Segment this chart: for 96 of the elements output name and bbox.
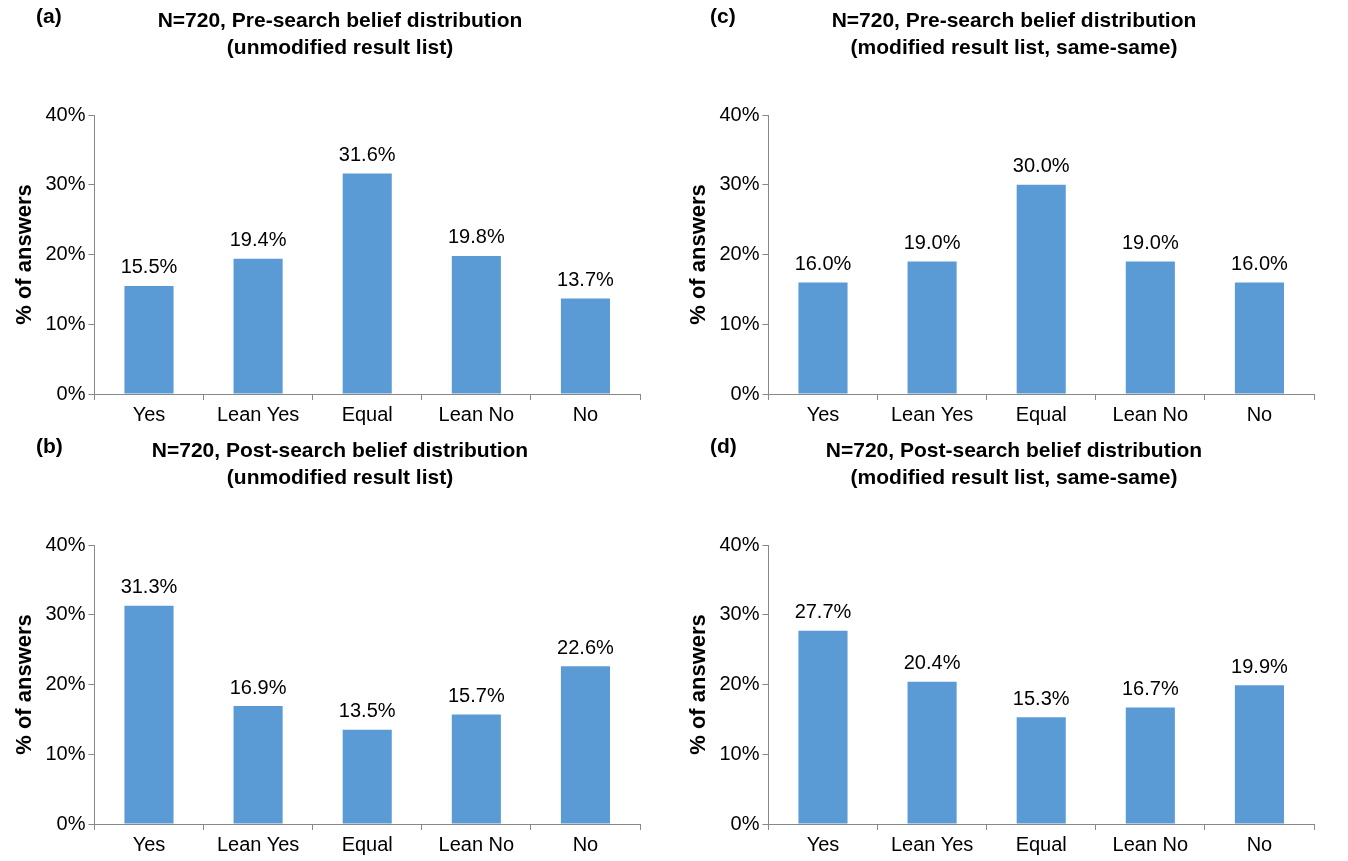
bar bbox=[1016, 184, 1066, 394]
y-tick-label: 40% bbox=[45, 532, 86, 555]
x-tick-label: Yes bbox=[806, 832, 840, 855]
data-label: 19.0% bbox=[1121, 230, 1179, 253]
y-tick-label: 20% bbox=[719, 672, 760, 695]
bar bbox=[907, 261, 957, 394]
data-label: 31.3% bbox=[120, 575, 178, 598]
data-label: 13.5% bbox=[338, 699, 396, 722]
data-label: 20.4% bbox=[903, 651, 961, 674]
data-label: 19.8% bbox=[447, 225, 505, 248]
text: (d) bbox=[710, 434, 737, 458]
data-label: 19.9% bbox=[1231, 654, 1289, 677]
bar bbox=[124, 285, 174, 394]
y-axis-title: % of answers bbox=[685, 614, 711, 755]
x-tick-label: No bbox=[572, 402, 599, 425]
chart-subtitle: (unmodified result list) bbox=[225, 34, 455, 60]
y-tick-label: 0% bbox=[730, 381, 760, 404]
chart-subtitle: (modified result list, same-same) bbox=[849, 464, 1179, 490]
y-axis-title: % of answers bbox=[685, 184, 711, 325]
x-tick-label: No bbox=[1246, 832, 1273, 855]
text: (c) bbox=[710, 4, 736, 28]
bar bbox=[1016, 717, 1066, 824]
x-tick-label: Lean No bbox=[438, 402, 515, 425]
x-tick-label: Lean No bbox=[1112, 402, 1189, 425]
y-tick-label: 20% bbox=[45, 242, 86, 265]
y-axis-title: % of answers bbox=[11, 184, 37, 325]
y-tick-label: 10% bbox=[719, 311, 760, 334]
data-label: 19.0% bbox=[903, 230, 961, 253]
x-tick-label: Equal bbox=[341, 832, 393, 855]
data-label: 15.7% bbox=[447, 684, 505, 707]
y-tick-label: 20% bbox=[45, 672, 86, 695]
y-tick-label: 30% bbox=[45, 172, 86, 195]
chart-title: N=720, Pre-search belief distribution bbox=[830, 7, 1198, 33]
x-tick-label: Lean Yes bbox=[216, 832, 300, 855]
x-tick-label: Lean No bbox=[1112, 832, 1189, 855]
bar bbox=[560, 666, 610, 824]
data-label: 15.5% bbox=[120, 255, 178, 278]
data-label: 19.4% bbox=[229, 228, 287, 251]
y-tick-label: 10% bbox=[45, 311, 86, 334]
x-tick-label: Equal bbox=[341, 402, 393, 425]
bar bbox=[124, 605, 174, 824]
x-tick-label: Lean No bbox=[438, 832, 515, 855]
bar bbox=[1125, 261, 1175, 394]
text: (b) bbox=[36, 434, 63, 458]
y-tick-label: 30% bbox=[719, 602, 760, 625]
y-tick-label: 10% bbox=[45, 741, 86, 764]
bar bbox=[1234, 282, 1284, 394]
y-tick-label: 30% bbox=[45, 602, 86, 625]
y-tick-label: 0% bbox=[730, 811, 760, 834]
y-tick-label: 0% bbox=[56, 811, 86, 834]
bar bbox=[1125, 707, 1175, 824]
x-tick-label: Lean Yes bbox=[890, 832, 974, 855]
y-axis-title: % of answers bbox=[11, 614, 37, 755]
bar bbox=[451, 255, 501, 394]
data-label: 16.7% bbox=[1121, 677, 1179, 700]
data-label: 15.3% bbox=[1012, 686, 1070, 709]
x-tick-label: Lean Yes bbox=[216, 402, 300, 425]
x-tick-label: Equal bbox=[1015, 402, 1067, 425]
x-tick-label: No bbox=[572, 832, 599, 855]
x-tick-label: Equal bbox=[1015, 832, 1067, 855]
data-label: 16.0% bbox=[1231, 251, 1289, 274]
x-tick-label: Lean Yes bbox=[890, 402, 974, 425]
bar bbox=[342, 729, 392, 824]
bar bbox=[233, 258, 283, 394]
bar bbox=[451, 714, 501, 824]
bar bbox=[798, 630, 848, 824]
x-tick-label: Yes bbox=[132, 402, 166, 425]
bar bbox=[798, 282, 848, 394]
chart-subtitle: (modified result list, same-same) bbox=[849, 34, 1179, 60]
data-label: 13.7% bbox=[557, 267, 615, 290]
bar bbox=[560, 298, 610, 394]
y-tick-label: 40% bbox=[45, 102, 86, 125]
y-tick-label: 40% bbox=[719, 532, 760, 555]
chart-title: N=720, Pre-search belief distribution bbox=[156, 7, 524, 33]
data-label: 16.0% bbox=[794, 251, 852, 274]
chart-title: N=720, Post-search belief distribution bbox=[151, 438, 529, 461]
y-tick-label: 10% bbox=[719, 741, 760, 764]
bar bbox=[1234, 685, 1284, 824]
chart-title: N=720, Post-search belief distribution bbox=[825, 438, 1203, 461]
x-tick-label: Yes bbox=[806, 402, 840, 425]
data-label: 31.6% bbox=[338, 143, 396, 166]
data-label: 27.7% bbox=[794, 600, 852, 623]
y-tick-label: 0% bbox=[56, 381, 86, 404]
data-label: 30.0% bbox=[1012, 154, 1070, 177]
x-tick-label: Yes bbox=[132, 832, 166, 855]
y-tick-label: 20% bbox=[719, 242, 760, 265]
data-label: 16.9% bbox=[229, 675, 287, 698]
y-tick-label: 30% bbox=[719, 172, 760, 195]
data-label: 22.6% bbox=[557, 635, 615, 658]
x-tick-label: No bbox=[1246, 402, 1273, 425]
y-tick-label: 40% bbox=[719, 102, 760, 125]
bar bbox=[907, 681, 957, 824]
bar bbox=[233, 706, 283, 824]
chart-subtitle: (unmodified result list) bbox=[225, 464, 455, 490]
text: (a) bbox=[36, 4, 62, 28]
bar bbox=[342, 173, 392, 394]
